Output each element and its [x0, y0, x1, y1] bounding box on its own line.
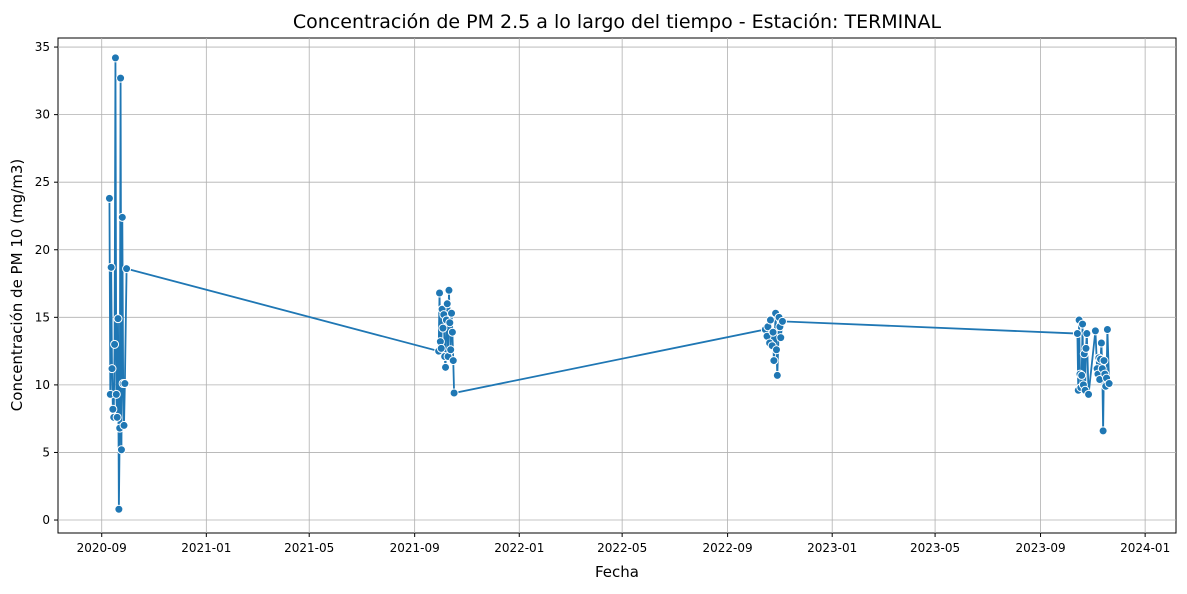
data-point [446, 345, 456, 355]
data-point [447, 327, 457, 337]
data-point [119, 420, 129, 430]
data-point [114, 504, 124, 514]
data-point [107, 364, 117, 374]
data-point [120, 379, 130, 389]
data-point [1084, 389, 1094, 399]
data-point [108, 404, 118, 414]
data-point [106, 262, 116, 272]
y-axis-label: Concentración de PM 10 (mg/m3) [8, 159, 26, 411]
x-tick-label: 2020-09 [77, 541, 127, 555]
y-tick-label: 0 [42, 513, 50, 527]
data-point [447, 308, 457, 318]
data-point [445, 318, 455, 328]
y-tick-label: 5 [42, 445, 50, 459]
data-point [1082, 329, 1092, 339]
data-point [777, 316, 787, 326]
data-point [776, 333, 786, 343]
data-point [435, 288, 445, 298]
data-point [449, 388, 459, 398]
x-tick-label: 2023-01 [807, 541, 857, 555]
x-tick-label: 2024-01 [1120, 541, 1170, 555]
data-point [1102, 324, 1112, 334]
data-point [1090, 326, 1100, 336]
data-point [1078, 319, 1088, 329]
data-point [122, 264, 132, 274]
data-point [1077, 370, 1087, 380]
x-tick-label: 2023-05 [910, 541, 960, 555]
y-tick-label: 35 [35, 40, 50, 54]
data-point [769, 356, 779, 366]
data-point [1104, 379, 1114, 389]
data-point [768, 327, 778, 337]
y-tick-label: 10 [35, 378, 50, 392]
x-tick-label: 2022-05 [597, 541, 647, 555]
data-point [772, 370, 782, 380]
data-line [108, 57, 1111, 510]
data-point [442, 299, 452, 309]
data-point [112, 412, 122, 422]
y-tick-label: 20 [35, 243, 50, 257]
data-point [113, 314, 123, 324]
x-tick-label: 2021-01 [181, 541, 231, 555]
data-point [110, 339, 120, 349]
data-point [117, 212, 127, 222]
x-tick-label: 2022-01 [494, 541, 544, 555]
data-point [444, 285, 454, 295]
data-point [448, 356, 458, 366]
data-point [1072, 329, 1082, 339]
data-point [116, 445, 126, 455]
data-point [116, 73, 126, 83]
x-tick-label: 2023-09 [1015, 541, 1065, 555]
data-point [110, 53, 120, 63]
data-point [441, 362, 451, 372]
chart-title: Concentración de PM 2.5 a lo largo del t… [293, 11, 942, 33]
plot-frame [57, 37, 1177, 534]
x-tick-label: 2021-05 [284, 541, 334, 555]
y-tick-label: 30 [35, 108, 50, 122]
x-tick-label: 2022-09 [703, 541, 753, 555]
data-point [771, 345, 781, 355]
data-point [1096, 338, 1106, 348]
y-tick-label: 25 [35, 175, 50, 189]
x-axis-label: Fecha [595, 563, 639, 581]
y-tick-label: 15 [35, 310, 50, 324]
data-point [1099, 356, 1109, 366]
data-point [436, 343, 446, 353]
data-point [765, 315, 775, 325]
data-point [1098, 426, 1108, 436]
data-point [438, 323, 448, 333]
data-point [1081, 343, 1091, 353]
data-point [104, 193, 114, 203]
data-point [111, 389, 121, 399]
x-tick-label: 2021-09 [390, 541, 440, 555]
